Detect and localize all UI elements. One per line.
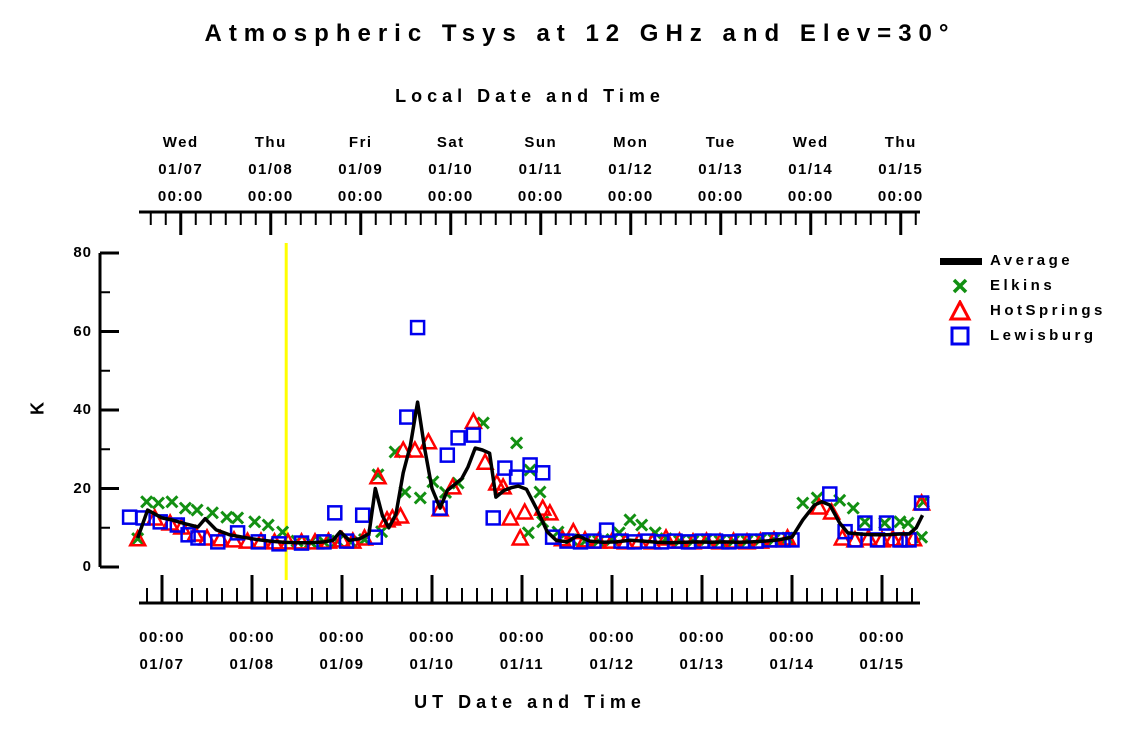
chart-title: Atmospheric Tsys at 12 GHz and Elev=30°	[204, 20, 956, 47]
legend-item-average: Average	[938, 248, 1106, 273]
legend-item-lewisburg: Lewisburg	[938, 323, 1106, 348]
bottom-tick-label: 00:00 01/12	[589, 629, 635, 673]
top-tick-label: Mon 01/12 00:00	[607, 134, 654, 205]
top-tick-label: Thu 01/08 00:00	[247, 134, 294, 205]
legend-label: HotSprings	[990, 302, 1106, 319]
series-average	[136, 400, 925, 545]
bottom-tick-label: 00:00 01/11	[499, 629, 545, 673]
series-elkins	[131, 416, 930, 549]
bottom-tick-label: 00:00 01/15	[859, 629, 905, 673]
top-tick-label: Thu 01/15 00:00	[877, 134, 924, 205]
square-marker-swatch-icon	[938, 325, 984, 347]
legend: Average Elkins HotSprings Lewisburg	[938, 248, 1106, 348]
legend-item-elkins: Elkins	[938, 273, 1106, 298]
top-tick-label: Wed 01/14 00:00	[787, 134, 834, 205]
bottom-tick-label: 00:00 01/10	[409, 629, 455, 673]
legend-item-hotsprings: HotSprings	[938, 298, 1106, 323]
top-tick-label: Fri 01/09 00:00	[337, 134, 384, 205]
y-tick-label: 20	[73, 479, 92, 497]
y-axis-title: K	[27, 402, 48, 415]
y-tick-label: 0	[82, 558, 92, 575]
top-tick-label: Wed 01/07 00:00	[157, 134, 204, 205]
y-tick-label: 40	[73, 401, 92, 418]
bottom-tick-label: 00:00 01/07	[139, 629, 185, 673]
bottom-tick-label: 00:00 01/09	[319, 629, 365, 673]
top-axis-title: Local Date and Time	[395, 86, 665, 106]
legend-label: Lewisburg	[990, 327, 1097, 344]
axes	[98, 210, 920, 605]
triangle-marker-swatch-icon	[938, 298, 984, 322]
x-marker-swatch-icon	[938, 275, 984, 297]
legend-label: Average	[990, 252, 1074, 269]
y-tick-label: 80	[73, 244, 92, 261]
legend-label: Elkins	[990, 277, 1056, 294]
top-tick-label: Tue 01/13 00:00	[697, 134, 744, 205]
bottom-axis-title: UT Date and Time	[414, 692, 646, 712]
top-tick-label: Sat 01/10 00:00	[427, 134, 474, 205]
average-line-swatch-icon	[938, 250, 984, 272]
bottom-tick-label: 00:00 01/13	[679, 629, 725, 673]
series-hotsprings	[128, 411, 932, 550]
y-tick-label: 60	[73, 322, 92, 340]
top-tick-label: Sun 01/11 00:00	[517, 134, 564, 205]
bottom-tick-label: 00:00 01/14	[769, 629, 815, 673]
bottom-tick-label: 00:00 01/08	[229, 629, 275, 673]
